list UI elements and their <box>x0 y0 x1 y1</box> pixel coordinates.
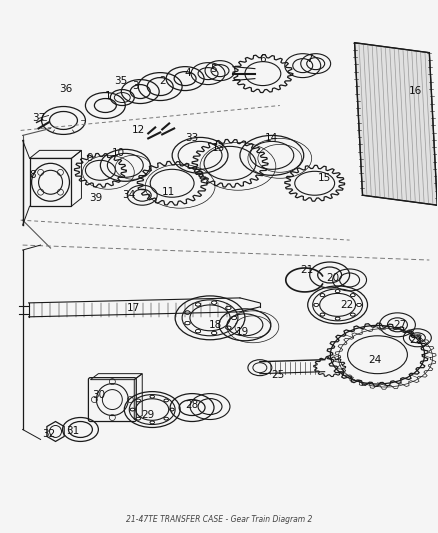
Text: 36: 36 <box>59 84 72 94</box>
Ellipse shape <box>226 326 231 329</box>
Text: 15: 15 <box>318 173 331 183</box>
Text: 13: 13 <box>212 143 225 154</box>
Text: 34: 34 <box>122 190 135 200</box>
Text: 6: 6 <box>260 54 266 63</box>
Text: 31: 31 <box>66 426 79 437</box>
Text: 1: 1 <box>105 91 112 101</box>
Text: 35: 35 <box>114 76 127 86</box>
Ellipse shape <box>136 417 141 420</box>
Ellipse shape <box>350 313 355 316</box>
Text: 37: 37 <box>32 114 45 124</box>
Ellipse shape <box>136 399 141 402</box>
Ellipse shape <box>195 303 201 306</box>
Ellipse shape <box>212 332 217 335</box>
Ellipse shape <box>150 421 155 424</box>
Text: 8: 8 <box>29 170 36 180</box>
Text: 30: 30 <box>92 390 105 400</box>
Text: 17: 17 <box>127 303 140 313</box>
Polygon shape <box>355 43 437 205</box>
Ellipse shape <box>357 303 361 306</box>
Text: 29: 29 <box>141 409 155 419</box>
Text: 14: 14 <box>265 133 279 143</box>
Text: 4: 4 <box>185 68 191 78</box>
Ellipse shape <box>335 317 340 320</box>
Text: 7: 7 <box>307 54 313 63</box>
Ellipse shape <box>170 408 174 411</box>
Text: 20: 20 <box>326 273 339 283</box>
Ellipse shape <box>320 313 325 316</box>
Ellipse shape <box>150 395 155 398</box>
Text: 12: 12 <box>132 125 145 135</box>
Text: 21-47TE TRANSFER CASE - Gear Train Diagram 2: 21-47TE TRANSFER CASE - Gear Train Diagr… <box>126 515 312 524</box>
Ellipse shape <box>185 321 190 325</box>
Ellipse shape <box>231 316 237 320</box>
Text: 33: 33 <box>185 133 199 143</box>
Ellipse shape <box>320 294 325 297</box>
Ellipse shape <box>226 306 231 310</box>
Text: 11: 11 <box>162 187 175 197</box>
Text: 22: 22 <box>340 300 353 310</box>
Text: 5: 5 <box>210 63 216 74</box>
Text: 10: 10 <box>112 148 125 158</box>
Ellipse shape <box>195 329 201 333</box>
Text: 28: 28 <box>185 400 199 409</box>
Text: 23: 23 <box>409 335 422 345</box>
Ellipse shape <box>314 303 318 306</box>
Text: 21: 21 <box>300 265 313 275</box>
Text: 3: 3 <box>132 80 138 91</box>
Ellipse shape <box>164 417 168 420</box>
Text: 39: 39 <box>89 193 102 203</box>
Ellipse shape <box>185 311 190 314</box>
Text: 25: 25 <box>271 370 284 379</box>
Ellipse shape <box>335 289 340 293</box>
Text: 32: 32 <box>42 430 55 440</box>
Text: 19: 19 <box>236 327 250 337</box>
Text: 2: 2 <box>159 76 166 86</box>
Ellipse shape <box>164 399 168 402</box>
Text: 9: 9 <box>86 154 93 163</box>
Text: 18: 18 <box>208 320 222 330</box>
Ellipse shape <box>130 408 135 411</box>
Text: 24: 24 <box>368 354 381 365</box>
Ellipse shape <box>212 301 217 304</box>
Text: 27: 27 <box>393 320 406 330</box>
Text: 16: 16 <box>409 86 422 95</box>
Ellipse shape <box>350 294 355 297</box>
